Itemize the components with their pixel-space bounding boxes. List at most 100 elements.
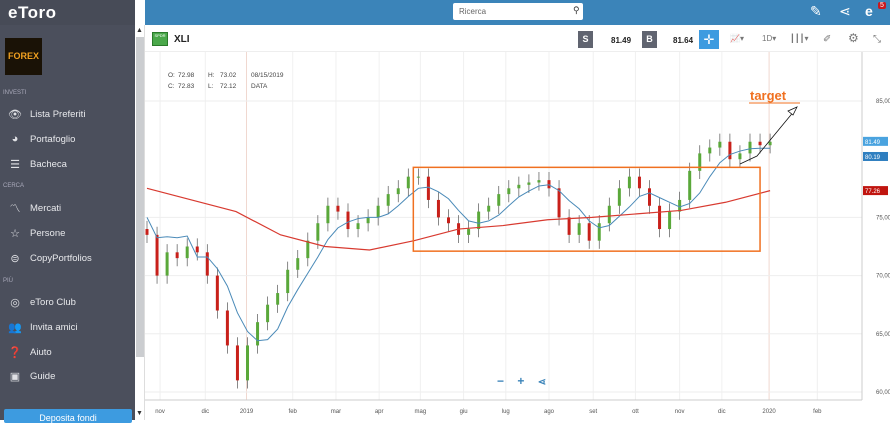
sidebar-item-guide[interactable]: ▣ Guide [0,365,135,387]
scroll-down-icon[interactable]: ▼ [136,410,143,417]
gear-icon[interactable]: ⚙ [848,31,859,45]
candle-body [587,223,591,241]
x-tick-label: 2019 [240,409,254,415]
sidebar-scrollbar[interactable]: ▲ ▼ [135,25,145,420]
guide-icon: ▣ [9,370,21,383]
x-tick-label: dic [718,409,726,415]
candle-body [527,182,531,185]
section-investi: INVESTI [3,90,27,96]
candle-body [416,176,420,178]
candle-body [366,217,370,224]
range-box [412,166,761,252]
zoom-controls: − + ⋖ [497,374,546,388]
candle-body [386,194,390,206]
candle-body [597,223,601,241]
candle-body [728,141,732,160]
ohlc-o-label: O: [168,72,175,79]
chart-toolbar: SPDR XLI S 81.49 B 81.64 ✛ 📈▾ 1D▾ ┃┃┃▾ ✐… [145,28,890,52]
y-tick-label: 65,00 [876,332,890,338]
collapse-icon[interactable]: ⤡ [873,34,881,45]
interval-dropdown[interactable]: 1D▾ [762,34,777,43]
share-chart-icon[interactable]: ⋖ [537,377,547,388]
sidebar-item-bacheca[interactable]: ☰ Bacheca [0,153,135,175]
sidebar-item-label: Aiuto [30,346,52,358]
target-label: target [750,88,787,103]
ohlc-readout: O: 72.98 H: 73.02 08/15/2019 C: 72.83 L: 72.… [168,70,318,94]
symbol-name: XLI [174,34,190,45]
chart-type-dropdown[interactable]: ┃┃┃▾ [790,34,809,43]
sidebar-item-label: eToro Club [30,296,76,308]
club-icon: ◎ [10,296,20,309]
candle-body [215,275,219,311]
etoro-logo[interactable]: eToro [0,0,135,25]
target-arrow [739,109,796,165]
buy-button[interactable]: B [642,31,657,48]
y-tick-label: 75,00 [876,215,890,221]
price-chart[interactable]: nov dic 2019 feb mar apr mag giu lug ago set ott nov… [145,52,890,420]
chart-icon: 〽 [9,203,21,215]
candle-body [567,217,571,235]
sidebar-item-portafoglio[interactable]: ◕ Portafoglio [0,128,135,150]
x-tick-label: mar [331,409,341,415]
candle-body [698,153,702,171]
x-tick-label: nov [155,409,165,415]
buy-price[interactable]: 81.64 [673,36,694,45]
x-tick-label: ago [544,409,555,415]
candle-body [326,205,330,224]
share-icon[interactable]: ⋖ [839,3,851,19]
section-piu: PIÙ [3,278,14,284]
price-label-bg [863,136,888,146]
ohlc-date: 08/15/2019 [251,72,284,79]
sidebar-item-persone[interactable]: ☆ Persone [0,222,135,244]
candle-body [607,205,611,224]
candle-body [557,188,561,218]
scroll-up-icon[interactable]: ▲ [136,27,143,34]
zoom-in-icon[interactable]: + [517,374,525,388]
crosshair-button[interactable]: ✛ [699,30,719,49]
ohlc-open: 72.98 [178,72,195,79]
sell-price[interactable]: 81.49 [611,36,632,45]
search-icon[interactable]: ⚲ [573,5,580,15]
candle-body [185,246,189,259]
x-tick-label: 2020 [762,409,776,415]
x-tick-label: giu [460,409,468,415]
candle-body [497,194,501,206]
deposit-funds-button[interactable]: Deposita fondi [4,409,132,423]
sidebar-item-aiuto[interactable]: ❓ Aiuto [0,341,135,363]
sidebar-item-mercati[interactable]: 〽 Mercati [0,197,135,219]
sidebar-item-lista-preferiti[interactable]: 👁 Lista Preferiti [0,103,135,125]
zoom-out-icon[interactable]: − [497,374,505,388]
candle-body [668,211,672,230]
sidebar-item-label: Bacheca [30,158,67,170]
scroll-thumb[interactable] [136,37,144,357]
x-tick-label: dic [201,409,209,415]
candle-body [738,153,742,160]
price-label: 77.26 [865,189,881,195]
indicators-dropdown[interactable]: 📈▾ [730,34,744,43]
candle-body [718,141,722,148]
sidebar-item-label: Persone [30,227,66,239]
drawing-tools-icon[interactable]: ✐ [823,34,832,45]
candle-body [537,180,541,183]
candle-body [256,322,260,346]
sidebar-item-invita-amici[interactable]: 👥 Invita amici [0,316,135,338]
sidebar-item-copyportfolios[interactable]: ⊜ CopyPortfolios [0,247,135,269]
search-input[interactable]: Ricerca [453,3,583,20]
y-tick-label: 70,00 [876,274,890,280]
ohlc-date-label: DATA [251,83,268,90]
candle-body [145,229,149,235]
candle-body [266,304,270,323]
sell-button[interactable]: S [578,31,593,48]
etoro-notifications-icon[interactable]: e [865,3,873,19]
candle-body [447,217,450,224]
candle-body [436,199,440,218]
price-label: 81.49 [865,140,881,146]
candle-body [627,176,631,189]
section-cerca: CERCA [3,183,25,189]
edit-icon[interactable]: ✎ [810,3,822,19]
ohlc-h-label: H: [208,72,215,79]
sidebar-item-etoro-club[interactable]: ◎ eToro Club [0,291,135,313]
avatar[interactable]: FOREX [5,38,42,75]
pie-icon: ◕ [11,133,19,145]
ma-long-line [146,187,771,251]
